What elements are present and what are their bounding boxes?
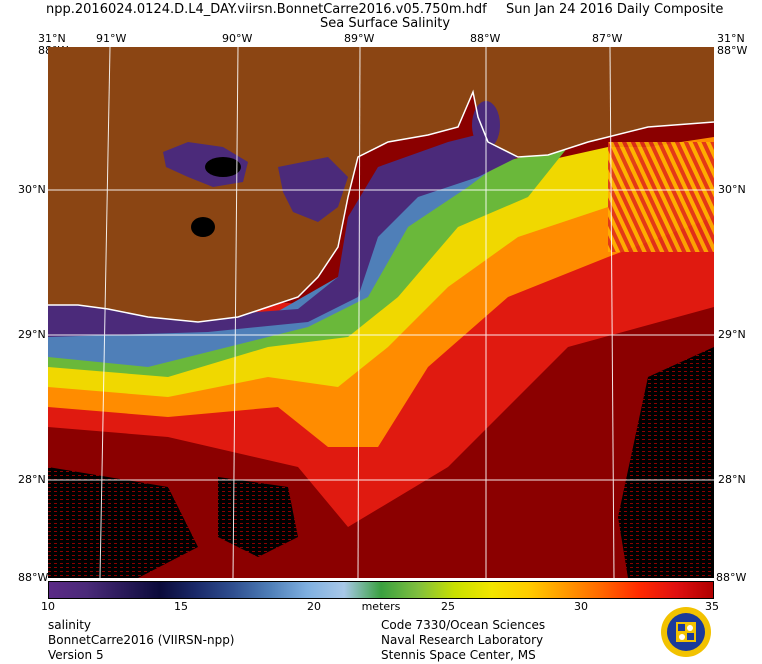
- meridian-89w: [357, 47, 361, 578]
- cloud-mask-south: [218, 477, 298, 557]
- colorbar-tick-30: 30: [574, 600, 588, 613]
- lat-label-right-29: 29°N: [718, 328, 746, 341]
- lon-label-top-90: 90°W: [222, 32, 253, 45]
- footer-variable: salinity: [48, 618, 92, 632]
- lon-label-top-88: 88°W: [470, 32, 501, 45]
- product-title: Sea Surface Salinity: [320, 16, 451, 31]
- footer-version: Version 5: [48, 648, 104, 662]
- lon-label-top-89: 89°W: [344, 32, 375, 45]
- colorbar-tick-35: 35: [705, 600, 719, 613]
- meridian-87w: [609, 47, 615, 578]
- file-name: npp.2016024.0124.D.L4_DAY.viirsn.BonnetC…: [46, 2, 487, 17]
- salinity-colorbar: [48, 581, 714, 599]
- lon-label-top-91: 91°W: [96, 32, 127, 45]
- cloud-mask-east: [618, 347, 714, 578]
- salinity-map: [48, 47, 714, 578]
- cloud-mask-southwest: [48, 467, 198, 578]
- corner-lat-top-right: 31°N: [717, 32, 745, 45]
- nrl-seal-logo: [661, 607, 711, 657]
- corner-lon-top-right: 88°W: [717, 44, 748, 57]
- inland-lake: [191, 217, 215, 237]
- striped-retrieval-area: [608, 142, 714, 252]
- coastline: [48, 89, 714, 323]
- meridian-91w: [99, 47, 111, 578]
- land-mass: [48, 47, 714, 322]
- lat-label-left-28: 28°N: [18, 473, 46, 486]
- salinity-map-image: [48, 47, 714, 578]
- footer-location: Stennis Space Center, MS: [381, 648, 536, 662]
- corner-lat-top-left: 31°N: [38, 32, 66, 45]
- lon-label-top-87: 87°W: [592, 32, 623, 45]
- lat-label-right-30: 30°N: [718, 183, 746, 196]
- footer-code: Code 7330/Ocean Sciences: [381, 618, 546, 632]
- graticule: [48, 47, 714, 578]
- footer-lab: Naval Research Laboratory: [381, 633, 544, 647]
- low-salinity-water: [48, 127, 518, 337]
- corner-lon-bottom-right: 88°W: [716, 571, 747, 584]
- lat-label-left-30: 30°N: [18, 183, 46, 196]
- colorbar-tick-10: 10: [41, 600, 55, 613]
- colorbar-tick-25: 25: [441, 600, 455, 613]
- composite-date: Sun Jan 24 2016 Daily Composite: [506, 2, 724, 17]
- corner-lon-bottom-left: 88°W: [18, 571, 49, 584]
- meridian-90w: [232, 47, 239, 578]
- lat-label-left-29: 29°N: [18, 328, 46, 341]
- lat-label-right-28: 28°N: [718, 473, 746, 486]
- colorbar-tick-20: 20: [307, 600, 321, 613]
- lake-black: [205, 157, 241, 177]
- footer-dataset: BonnetCarre2016 (VIIRSN-npp): [48, 633, 235, 647]
- colorbar-units: meters: [361, 600, 401, 613]
- colorbar-tick-15: 15: [174, 600, 188, 613]
